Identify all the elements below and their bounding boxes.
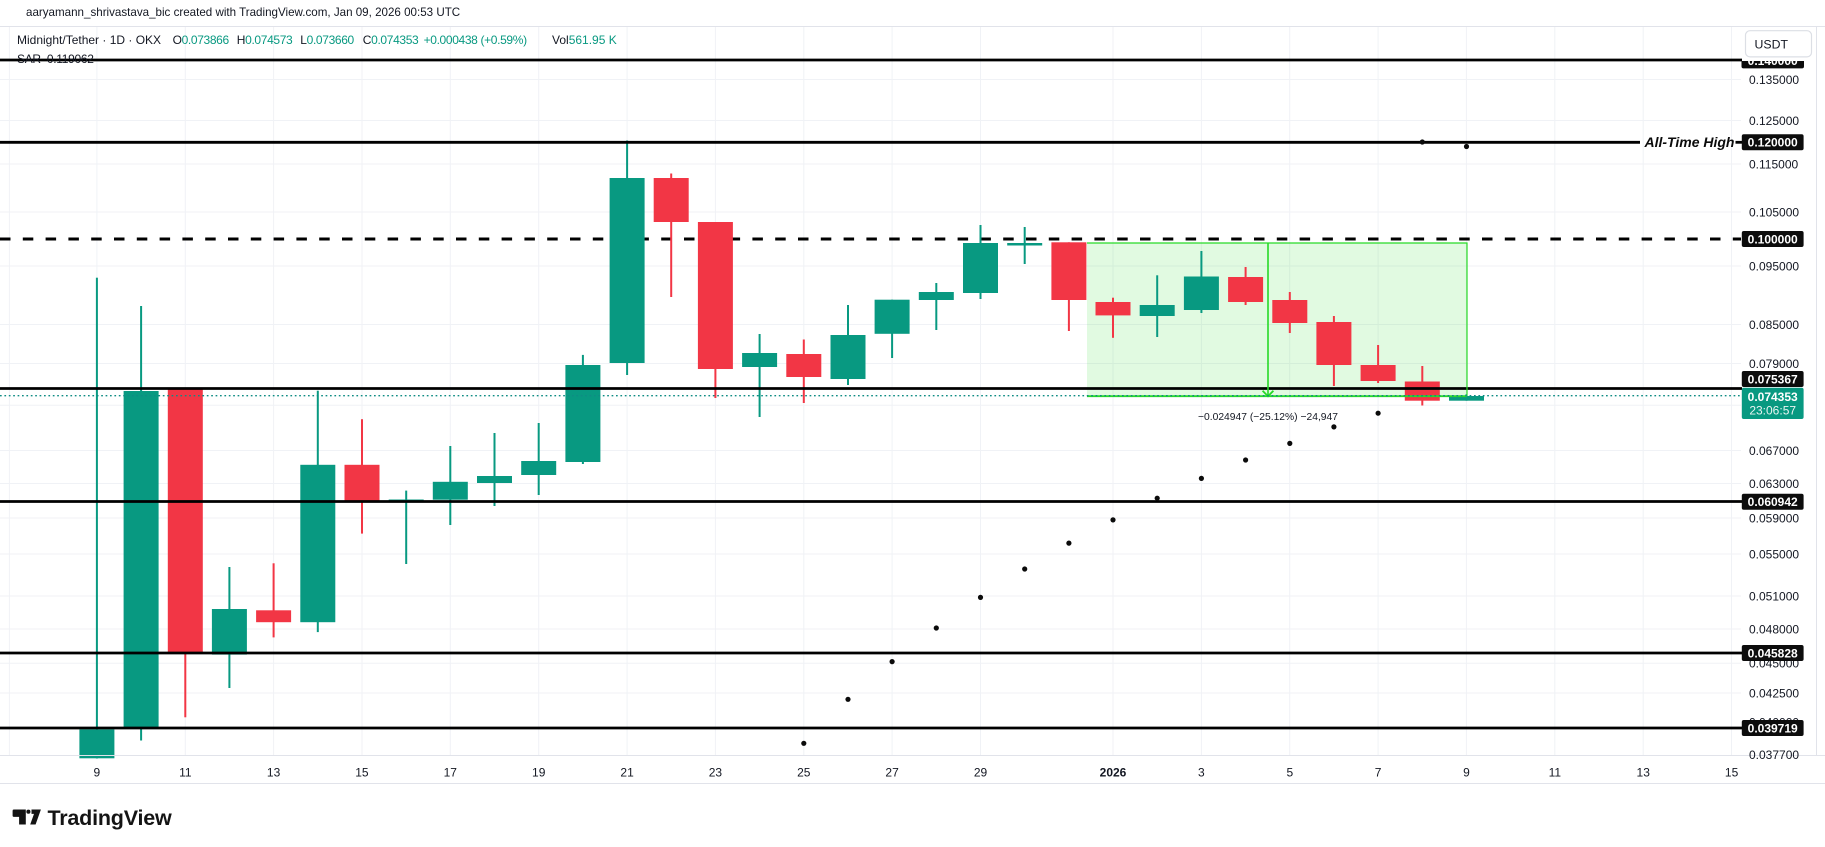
svg-text:0.125000: 0.125000: [1749, 114, 1799, 128]
svg-text:13: 13: [1637, 766, 1651, 780]
svg-text:0.048000: 0.048000: [1749, 622, 1799, 636]
svg-text:0.074353: 0.074353: [1748, 390, 1798, 404]
svg-text:0.037700: 0.037700: [1749, 748, 1799, 762]
svg-text:0.140000: 0.140000: [1748, 54, 1798, 68]
svg-text:9: 9: [1463, 766, 1470, 780]
svg-text:0.135000: 0.135000: [1749, 73, 1799, 87]
svg-text:TradingView: TradingView: [48, 806, 173, 830]
svg-text:15: 15: [1725, 766, 1739, 780]
svg-text:5: 5: [1286, 766, 1293, 780]
svg-text:23: 23: [709, 766, 723, 780]
svg-text:17: 17: [444, 766, 458, 780]
svg-text:0.095000: 0.095000: [1749, 259, 1799, 273]
svg-text:15: 15: [355, 766, 369, 780]
svg-text:25: 25: [797, 766, 811, 780]
svg-text:11: 11: [179, 766, 192, 780]
svg-text:0.105000: 0.105000: [1749, 205, 1799, 219]
svg-text:0.039719: 0.039719: [1748, 721, 1798, 735]
svg-text:27: 27: [885, 766, 899, 780]
svg-text:0.063000: 0.063000: [1749, 477, 1799, 491]
svg-text:29: 29: [974, 766, 988, 780]
svg-text:0.120000: 0.120000: [1748, 136, 1798, 150]
svg-text:11: 11: [1549, 766, 1562, 780]
svg-text:0.115000: 0.115000: [1749, 157, 1798, 171]
svg-text:21: 21: [620, 766, 634, 780]
svg-text:9: 9: [94, 766, 101, 780]
svg-text:0.075367: 0.075367: [1748, 372, 1798, 386]
svg-text:3: 3: [1198, 766, 1205, 780]
svg-text:0.085000: 0.085000: [1749, 318, 1799, 332]
svg-text:0.042500: 0.042500: [1749, 686, 1799, 700]
svg-text:2026: 2026: [1100, 766, 1127, 780]
svg-text:0.100000: 0.100000: [1748, 232, 1798, 246]
svg-text:23:06:57: 23:06:57: [1749, 404, 1796, 418]
svg-text:All-Time High: All-Time High: [1644, 134, 1735, 150]
svg-text:0.060942: 0.060942: [1748, 495, 1798, 509]
svg-text:0.051000: 0.051000: [1749, 589, 1799, 603]
svg-text:0.055000: 0.055000: [1749, 547, 1799, 561]
svg-text:−0.024947 (−25.12%) −24,947: −0.024947 (−25.12%) −24,947: [1198, 412, 1338, 423]
svg-text:7: 7: [1375, 766, 1382, 780]
svg-text:0.067000: 0.067000: [1749, 444, 1799, 458]
svg-text:0.079000: 0.079000: [1749, 357, 1799, 371]
svg-text:USDT: USDT: [1755, 38, 1789, 52]
svg-text:0.059000: 0.059000: [1749, 511, 1799, 525]
svg-text:13: 13: [267, 766, 281, 780]
svg-text:0.045828: 0.045828: [1748, 646, 1798, 660]
svg-text:19: 19: [532, 766, 546, 780]
